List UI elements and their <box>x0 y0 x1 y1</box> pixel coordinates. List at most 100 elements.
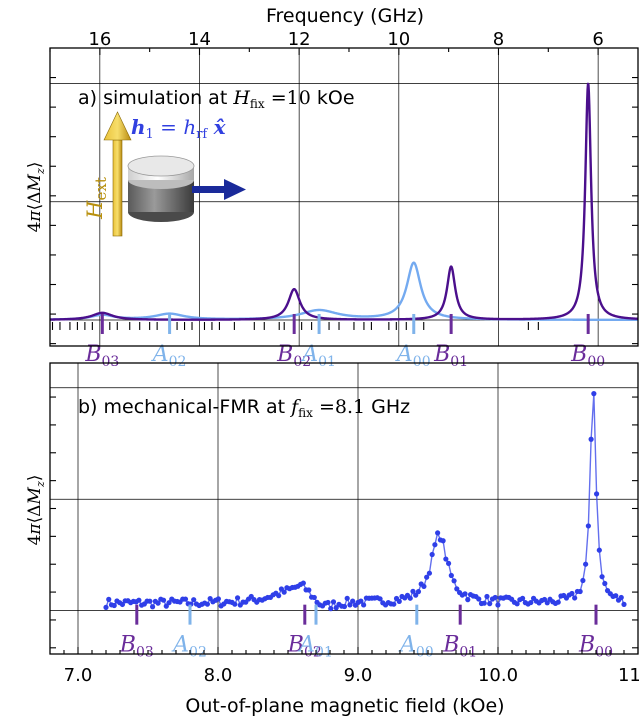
experiment-point <box>149 604 156 610</box>
top-tick-label: 8 <box>493 29 504 50</box>
experiment-point <box>328 606 334 612</box>
experiment-point <box>432 542 438 548</box>
panel-a-mode-label: A02 <box>151 342 187 370</box>
experiment-point <box>377 596 383 602</box>
experiment-point <box>599 574 605 580</box>
bottom-tick-label: 10.0 <box>478 665 518 686</box>
experiment-point <box>330 599 337 605</box>
panel-a-frame <box>49 47 639 347</box>
hext-arrow-shaft <box>112 139 123 237</box>
bottom-tick-label: 9.0 <box>344 665 373 686</box>
experiment-point <box>191 597 197 603</box>
experiment-point <box>443 556 449 562</box>
top-tick-label: 16 <box>88 29 111 50</box>
experiment-point <box>300 580 306 586</box>
panel-b-mode-label: B02 <box>287 633 322 661</box>
panel-a-mode-label: A00 <box>395 342 431 370</box>
top-tick-label: 14 <box>188 29 211 50</box>
experiment-point <box>204 601 211 607</box>
hext-label: Hext <box>83 177 110 220</box>
panel-a-mode-label: B03 <box>84 342 119 370</box>
experiment-point <box>234 595 241 601</box>
experiment-point <box>454 586 460 592</box>
experiment-point <box>182 596 189 602</box>
hext-arrow-head <box>103 111 132 141</box>
panel-b-mode-label: B00 <box>578 633 613 661</box>
panel-a-mode-label: A01 <box>300 342 336 370</box>
experiment-point <box>448 572 454 579</box>
panel-b-ylabel: 4π⟨ΔMz⟩ <box>25 475 47 546</box>
experiment-point <box>413 592 419 598</box>
h1-arrow-head <box>224 179 246 200</box>
panel-a-title-h: H <box>232 87 250 109</box>
bottom-tick-label: 8.0 <box>204 665 233 686</box>
experiment-point <box>577 588 583 595</box>
panel-a-mode-label: B01 <box>433 342 468 370</box>
experiment-point <box>358 598 364 604</box>
panel-b-title-text: b) mechanical-FMR at <box>78 396 291 418</box>
simulation-curve-light <box>50 261 638 322</box>
h1-arrow-shaft <box>192 186 226 193</box>
experiment-point <box>341 603 348 610</box>
experiment-point <box>426 570 433 576</box>
experiment-point <box>465 597 471 603</box>
experiment-point <box>155 600 161 606</box>
experiment-point <box>593 491 600 497</box>
panel-b-mode-label: B03 <box>119 633 154 661</box>
experiment-point <box>591 391 597 397</box>
experiment-point <box>462 591 468 597</box>
experiment-point <box>435 530 441 536</box>
experiment-point <box>311 594 317 601</box>
panel-b-mode-label: A02 <box>171 633 207 661</box>
top-axis: 16 14 12 10 8 6 <box>49 29 604 55</box>
experiment-point <box>585 523 591 529</box>
experiment-point <box>484 593 490 600</box>
experiment-point <box>569 590 575 597</box>
panel-b-title: b) mechanical-FMR at ffix =8.1 GHz <box>78 396 410 420</box>
experiment-point <box>572 595 578 601</box>
panel-a-title-text: a) simulation at <box>78 87 233 109</box>
experiment-point <box>276 593 282 599</box>
experiment-point <box>519 595 526 601</box>
experiment-point <box>306 587 312 593</box>
panel-a-title-unit: kOe <box>317 87 355 109</box>
experiment-point <box>111 602 117 609</box>
panel-a-title: a) simulation at Hfix =10 kOe <box>78 87 355 111</box>
top-axis-title: Frequency (GHz) <box>266 5 424 27</box>
experiment-point <box>596 547 602 553</box>
experiment-point <box>347 602 353 608</box>
experiment-point <box>136 597 142 603</box>
panel-a-mode-ticks <box>51 321 539 330</box>
experiment-point <box>103 604 109 610</box>
experiment-point <box>281 589 287 595</box>
experiment-point <box>613 593 619 599</box>
experiment-line <box>105 393 625 611</box>
h1-label: h1 = hrf x̂ <box>131 115 227 142</box>
experiment-point <box>528 599 534 606</box>
experiment-point <box>160 597 167 603</box>
experiment-point <box>495 602 501 608</box>
panel-a-curves <box>50 82 638 322</box>
experiment-point <box>215 596 221 602</box>
experiment-point <box>119 601 126 608</box>
experiment-point <box>580 577 586 584</box>
bottom-axis-title: Out-of-plane magnetic field (kOe) <box>185 695 504 717</box>
experiment-point <box>106 596 112 602</box>
experiment-point <box>602 580 608 587</box>
panel-b-title-f: f <box>289 396 301 418</box>
experiment-point <box>544 600 550 606</box>
experiment-point <box>514 601 520 607</box>
experiment-point <box>440 538 446 544</box>
experiment-point <box>583 561 589 567</box>
panel-a-title-sub: fix <box>250 97 265 111</box>
experiment-point <box>451 578 457 584</box>
inset-illustration: Hext h1 = hrf x̂ <box>83 111 246 237</box>
experiment-point <box>166 600 172 606</box>
panel-b-title-unit: GHz <box>371 396 410 418</box>
top-tick-label: 6 <box>592 29 603 50</box>
